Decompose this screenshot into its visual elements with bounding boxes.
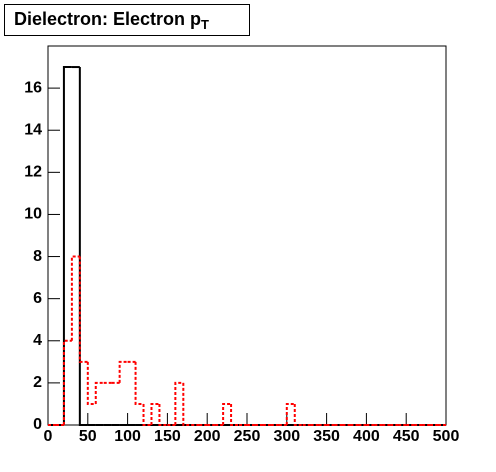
- chart-title: Dielectron: Electron pT: [14, 9, 209, 33]
- histogram-bin: [293, 403, 303, 426]
- y-tick-label: 16: [24, 79, 42, 96]
- y-tick-label: 2: [33, 374, 42, 391]
- histogram-bin: [78, 67, 88, 426]
- histogram-bin: [182, 382, 192, 426]
- y-tick-label: 4: [33, 332, 42, 349]
- x-tick-label: 300: [273, 428, 300, 445]
- histogram-bin: [78, 256, 88, 363]
- x-tick-label: 350: [313, 428, 340, 445]
- x-tick-label: 200: [194, 428, 221, 445]
- x-tick-label: 250: [234, 428, 261, 445]
- title-text: Dielectron: Electron p: [14, 9, 201, 29]
- histogram-bin: [142, 403, 152, 426]
- histogram-bin: [158, 403, 168, 426]
- y-tick-label: 0: [33, 416, 42, 433]
- title-subscript: T: [201, 17, 209, 32]
- y-tick-label: 14: [24, 121, 42, 138]
- histogram-bin: [94, 381, 104, 404]
- x-tick-label: 100: [114, 428, 141, 445]
- histogram-bin: [174, 381, 184, 425]
- histogram-bin: [134, 361, 144, 405]
- y-tick-label: 12: [24, 164, 42, 181]
- y-tick-label: 8: [33, 248, 42, 265]
- y-tick-label: 10: [24, 206, 42, 223]
- histogram-bin: [230, 403, 240, 426]
- x-tick-label: 500: [433, 428, 460, 445]
- y-tick-label: 6: [33, 290, 42, 307]
- histogram-bin: [86, 361, 96, 405]
- histogram-bin: [62, 66, 72, 425]
- histogram-bin: [150, 402, 160, 425]
- x-tick-label: 50: [79, 428, 97, 445]
- x-tick-label: 150: [154, 428, 181, 445]
- histogram-bin: [285, 402, 295, 425]
- x-tick-label: 0: [44, 428, 53, 445]
- title-box: [4, 4, 250, 36]
- x-tick-label: 400: [353, 428, 380, 445]
- histogram-bin: [118, 360, 128, 383]
- x-tick-label: 450: [393, 428, 420, 445]
- histogram-bin: [222, 402, 232, 425]
